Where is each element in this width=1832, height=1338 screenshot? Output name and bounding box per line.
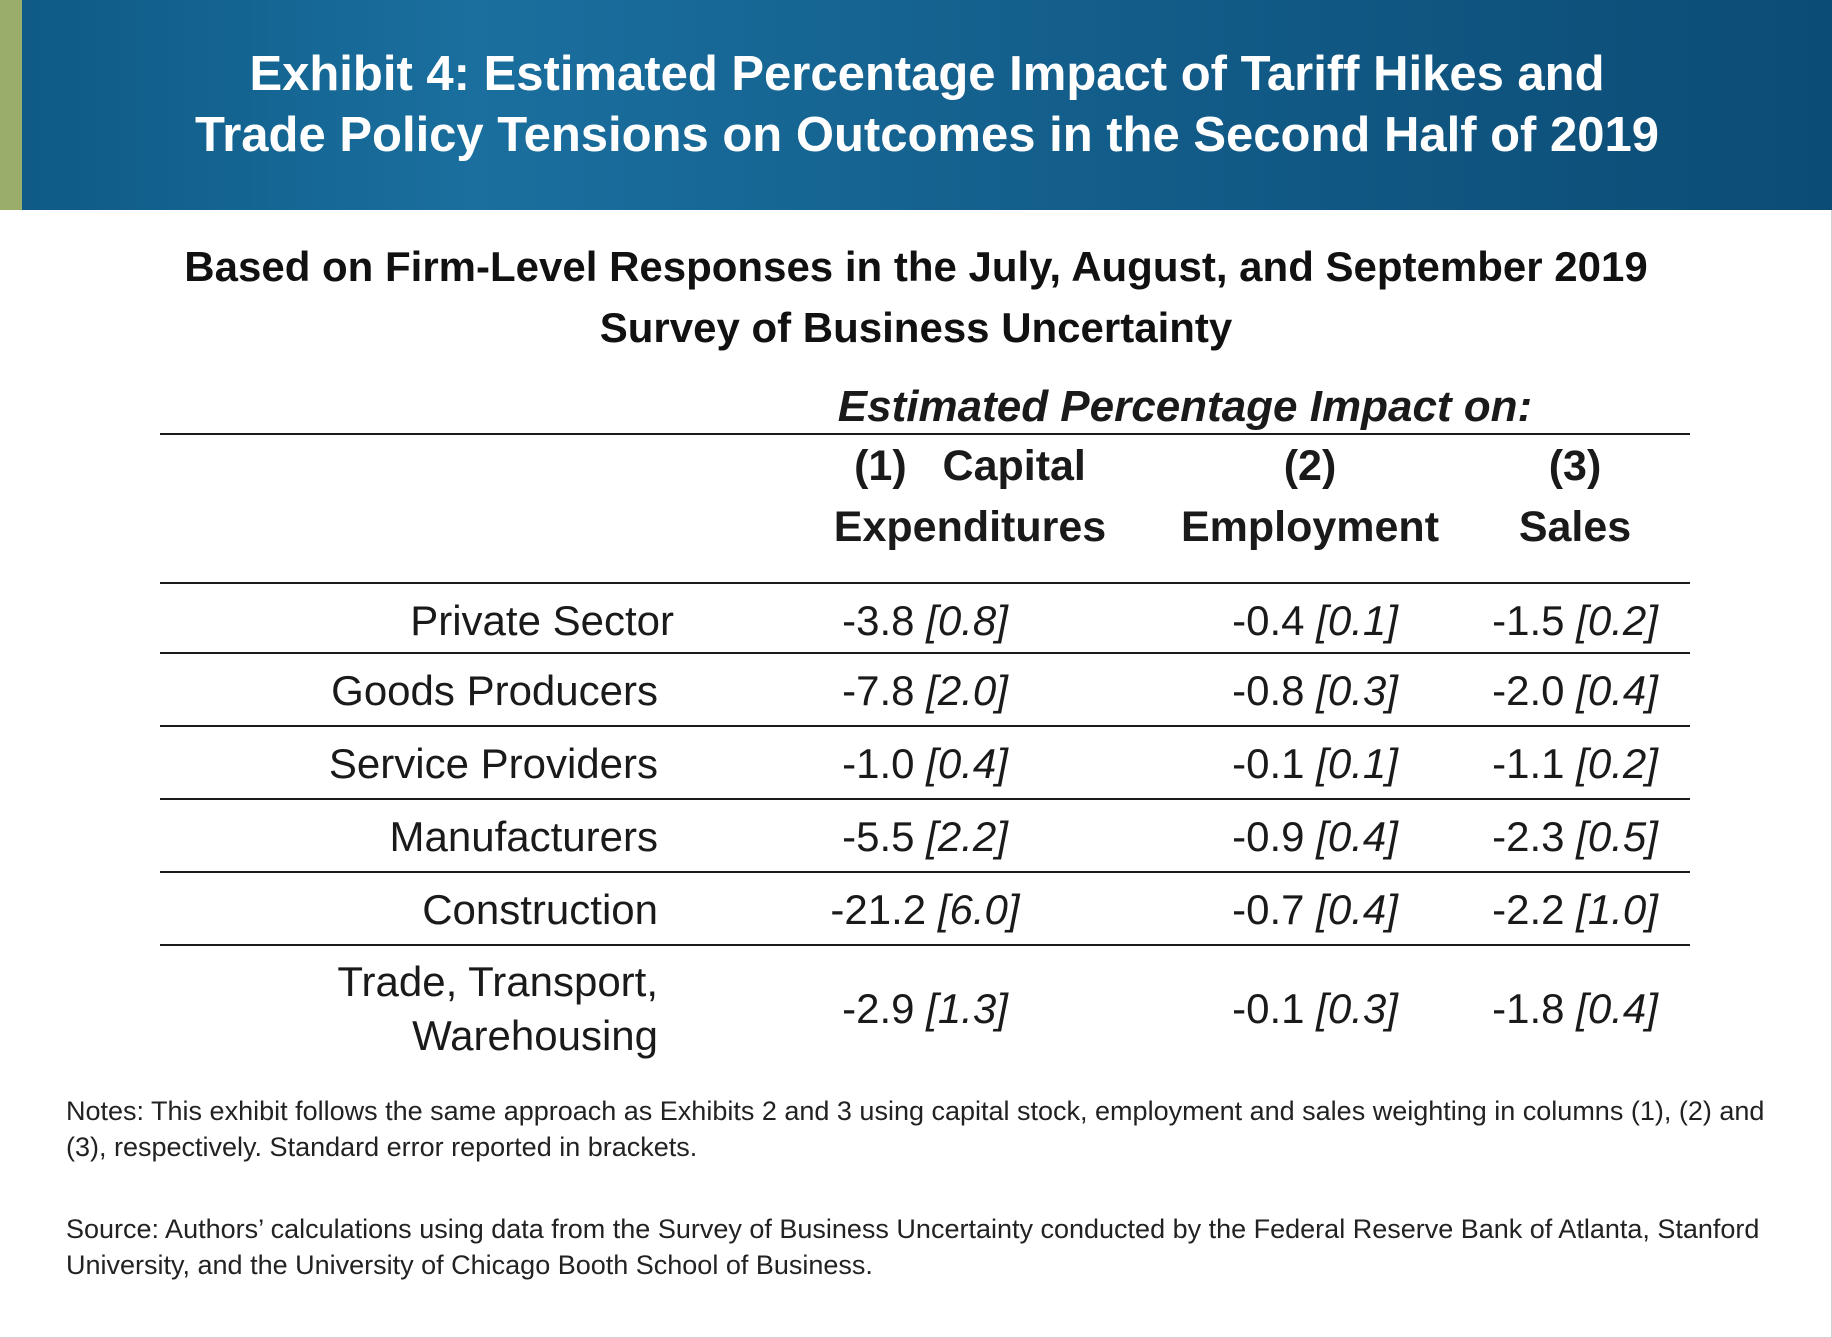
cell-value: -2.2 [1492, 886, 1577, 933]
col-number: (1) [854, 442, 907, 490]
col-label: Employment [1180, 503, 1440, 551]
table-cell: -0.9 [0.4] [1165, 810, 1465, 864]
table-cell: -21.2 [6.0] [775, 883, 1075, 937]
col-number: (2) [1283, 442, 1337, 490]
cell-value: -0.1 [1232, 740, 1317, 787]
table-cell: -1.1 [0.2] [1425, 737, 1725, 791]
table-cell: -2.3 [0.5] [1425, 810, 1725, 864]
table-cell: -0.4 [0.1] [1165, 594, 1465, 648]
cell-value: -0.7 [1232, 886, 1317, 933]
table-cell: -0.7 [0.4] [1165, 883, 1465, 937]
cell-value: -7.8 [842, 667, 927, 714]
cell-standard-error: [1.0] [1576, 886, 1658, 933]
cell-standard-error: [0.4] [1576, 985, 1658, 1032]
cell-value: -2.3 [1492, 813, 1577, 860]
table-cell: -2.2 [1.0] [1425, 883, 1725, 937]
cell-value: -1.0 [842, 740, 927, 787]
cell-standard-error: [6.0] [937, 886, 1020, 933]
cell-standard-error: [0.4] [1316, 886, 1398, 933]
table-cell: -0.1 [0.3] [1165, 982, 1465, 1036]
exhibit-title: Exhibit 4: Estimated Percentage Impact o… [195, 47, 1659, 162]
row-label: Manufacturers [389, 813, 658, 860]
rule-header [160, 582, 1690, 584]
cell-value: -0.9 [1232, 813, 1317, 860]
cell-value: -2.0 [1492, 667, 1577, 714]
cell-value: -3.8 [842, 597, 927, 644]
col-header-capex: (1) Capital Expenditures [800, 436, 1140, 558]
cell-value: -0.4 [1232, 597, 1317, 644]
col-label-2: Expenditures [833, 503, 1107, 551]
cell-standard-error: [0.4] [1316, 813, 1398, 860]
cell-standard-error: [0.1] [1316, 597, 1398, 644]
cell-value: -5.5 [842, 813, 927, 860]
table-cell: -1.0 [0.4] [775, 737, 1075, 791]
cell-standard-error: [0.3] [1316, 667, 1398, 714]
row-rule [160, 871, 1690, 873]
row-rule [160, 652, 1690, 654]
table-cell: -7.8 [2.0] [775, 664, 1075, 718]
row-rule [160, 798, 1690, 800]
cell-standard-error: [0.4] [926, 740, 1008, 787]
row-label: Trade, Transport, Warehousing [337, 958, 658, 1059]
cell-value: -2.9 [842, 985, 927, 1032]
cell-value: -1.1 [1492, 740, 1577, 787]
row-rule [160, 944, 1690, 946]
cell-standard-error: [0.4] [1576, 667, 1658, 714]
cell-standard-error: [0.2] [1576, 597, 1658, 644]
cell-standard-error: [0.1] [1316, 740, 1398, 787]
row-label: Goods Producers [331, 667, 658, 714]
source-text: Source: Authors’ calculations using data… [66, 1214, 1760, 1280]
table-cell: -0.8 [0.3] [1165, 664, 1465, 718]
table-cell: -1.5 [0.2] [1425, 594, 1725, 648]
col-header-sales: (3) Sales [1490, 436, 1660, 558]
table-cell: -3.8 [0.8] [775, 594, 1075, 648]
cell-standard-error: [0.3] [1316, 985, 1398, 1032]
row-rule [160, 725, 1690, 727]
cell-value: -0.1 [1232, 985, 1317, 1032]
cell-value: -1.5 [1492, 597, 1577, 644]
table-cell: -0.1 [0.1] [1165, 737, 1465, 791]
accent-bar [0, 0, 22, 210]
col-number: (3) [1548, 442, 1602, 490]
cell-standard-error: [0.5] [1576, 813, 1658, 860]
table-cell: -2.0 [0.4] [1425, 664, 1725, 718]
cell-standard-error: [2.0] [926, 667, 1008, 714]
rule-top [160, 433, 1690, 435]
cell-standard-error: [1.3] [926, 985, 1008, 1032]
cell-standard-error: [0.2] [1576, 740, 1658, 787]
row-label-2: Warehousing [412, 1012, 658, 1059]
row-label: Construction [422, 886, 658, 933]
col-label: Capital [942, 442, 1086, 490]
table-cell: -1.8 [0.4] [1425, 982, 1725, 1036]
cell-value: -21.2 [830, 886, 938, 933]
cell-value: -0.8 [1232, 667, 1317, 714]
col-header-employment: (2) Employment [1160, 436, 1460, 558]
col-label: Sales [1518, 503, 1632, 551]
header-banner: Exhibit 4: Estimated Percentage Impact o… [22, 0, 1832, 210]
row-label: Private Sector [410, 597, 674, 644]
table-cell: -5.5 [2.2] [775, 810, 1075, 864]
cell-standard-error: [0.8] [926, 597, 1008, 644]
exhibit-subtitle: Based on Firm-Level Responses in the Jul… [184, 243, 1648, 351]
cell-value: -1.8 [1492, 985, 1577, 1032]
row-label: Service Providers [328, 740, 658, 787]
table-cell: -2.9 [1.3] [775, 982, 1075, 1036]
notes-text: Notes: This exhibit follows the same app… [66, 1096, 1765, 1162]
group-header: Estimated Percentage Impact on: [837, 382, 1533, 431]
cell-standard-error: [2.2] [926, 813, 1008, 860]
